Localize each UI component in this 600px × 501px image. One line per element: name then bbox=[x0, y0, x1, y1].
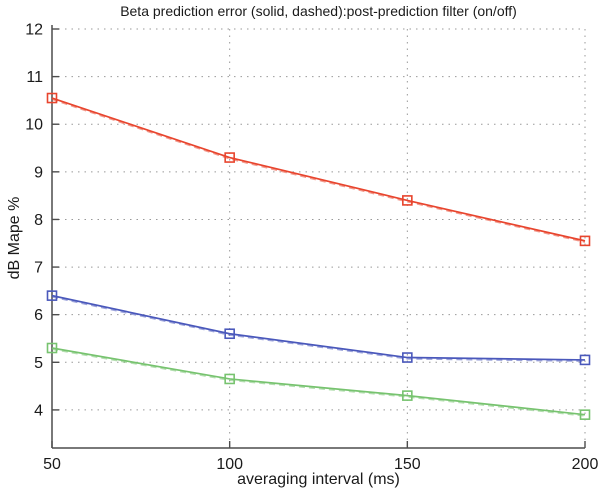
series-line-dashed-green bbox=[51, 348, 586, 417]
data-marker-red-200 bbox=[579, 235, 591, 247]
data-marker-blue-100 bbox=[224, 328, 235, 340]
data-marker-red-50 bbox=[46, 92, 58, 104]
data-marker-blue-200 bbox=[579, 354, 591, 366]
x-tick-label-50: 50 bbox=[43, 456, 61, 473]
series-line-dashed-blue bbox=[51, 296, 586, 362]
y-tick-label-8: 8 bbox=[34, 212, 43, 229]
data-marker-blue-50 bbox=[46, 290, 58, 301]
y-tick-label-10: 10 bbox=[25, 117, 43, 134]
x-tick-label-100: 100 bbox=[216, 456, 243, 473]
data-marker-green-150 bbox=[402, 390, 413, 401]
x-tick-label-200: 200 bbox=[572, 456, 599, 473]
y-axis-label: dB Mape % bbox=[6, 196, 23, 280]
series-line-solid-green bbox=[51, 347, 586, 416]
data-marker-red-150 bbox=[402, 195, 413, 206]
series-line-solid-blue bbox=[51, 294, 586, 361]
data-marker-red-100 bbox=[224, 152, 235, 163]
data-marker-green-100 bbox=[224, 373, 235, 385]
series-line-solid-red bbox=[51, 97, 586, 242]
chart-title: Beta prediction error (solid, dashed):po… bbox=[120, 3, 517, 19]
y-tick-label-5: 5 bbox=[34, 355, 43, 372]
y-tick-label-9: 9 bbox=[34, 164, 43, 181]
x-axis-label: averaging interval (ms) bbox=[237, 471, 400, 488]
y-tick-label-4: 4 bbox=[34, 402, 43, 419]
y-tick-label-7: 7 bbox=[34, 260, 43, 277]
series-line-dashed-red bbox=[51, 98, 586, 243]
data-marker-green-200 bbox=[579, 409, 591, 420]
y-tick-label-12: 12 bbox=[25, 22, 43, 39]
y-tick-label-6: 6 bbox=[34, 307, 43, 324]
data-marker-blue-150 bbox=[402, 352, 413, 363]
y-tick-label-11: 11 bbox=[26, 69, 43, 86]
x-tick-label-150: 150 bbox=[394, 456, 421, 473]
data-marker-green-50 bbox=[46, 342, 58, 354]
